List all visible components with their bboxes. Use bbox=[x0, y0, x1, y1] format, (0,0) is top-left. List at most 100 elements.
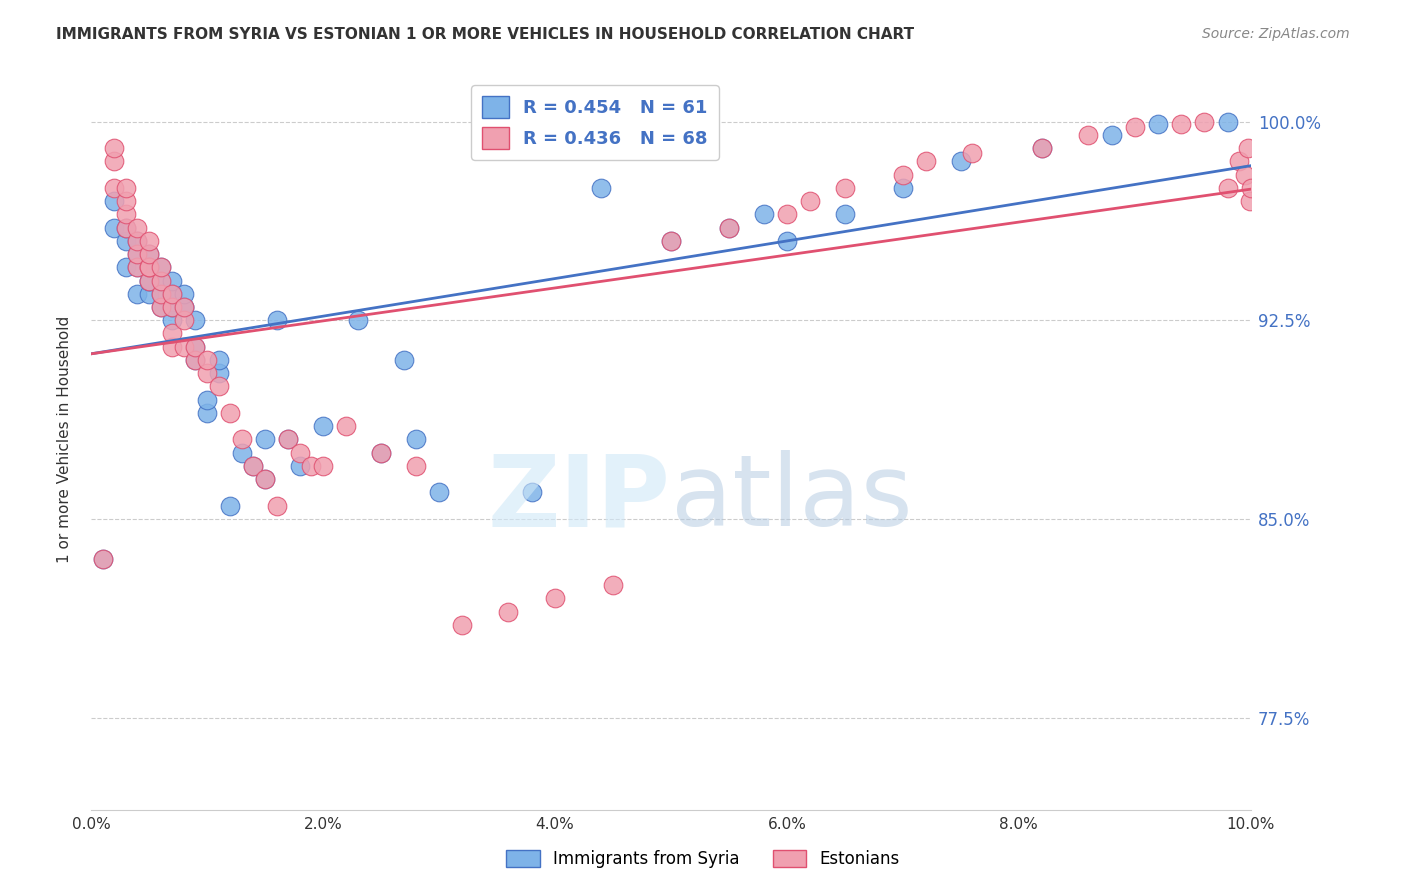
Point bbox=[184, 353, 207, 368]
Point bbox=[138, 234, 160, 248]
Point bbox=[138, 247, 160, 261]
Point bbox=[891, 180, 914, 194]
Point bbox=[103, 194, 125, 208]
Point bbox=[173, 286, 195, 301]
Point bbox=[127, 234, 149, 248]
Point bbox=[149, 300, 172, 314]
Point bbox=[520, 485, 543, 500]
Point bbox=[346, 313, 368, 327]
Point bbox=[1237, 141, 1260, 155]
Point bbox=[1031, 141, 1053, 155]
Point bbox=[138, 273, 160, 287]
Point bbox=[1216, 180, 1239, 194]
Point bbox=[127, 220, 149, 235]
Point bbox=[370, 446, 392, 460]
Point bbox=[160, 286, 183, 301]
Point bbox=[207, 366, 229, 380]
Point bbox=[834, 180, 856, 194]
Point bbox=[184, 353, 207, 368]
Point bbox=[195, 366, 218, 380]
Point bbox=[1031, 141, 1053, 155]
Point bbox=[127, 260, 149, 275]
Point bbox=[103, 180, 125, 194]
Point bbox=[242, 458, 264, 473]
Point bbox=[91, 551, 114, 566]
Point bbox=[834, 207, 856, 221]
Point bbox=[231, 446, 253, 460]
Point bbox=[127, 234, 149, 248]
Point bbox=[114, 194, 136, 208]
Point bbox=[195, 353, 218, 368]
Point bbox=[915, 154, 938, 169]
Point bbox=[776, 207, 799, 221]
Point bbox=[114, 220, 136, 235]
Point bbox=[173, 300, 195, 314]
Point bbox=[173, 300, 195, 314]
Point bbox=[253, 472, 276, 486]
Point bbox=[160, 340, 183, 354]
Point bbox=[127, 247, 149, 261]
Text: atlas: atlas bbox=[671, 450, 912, 548]
Point bbox=[219, 499, 242, 513]
Point bbox=[1077, 128, 1099, 142]
Point bbox=[1240, 180, 1263, 194]
Point bbox=[1170, 117, 1192, 131]
Point bbox=[160, 286, 183, 301]
Point bbox=[138, 260, 160, 275]
Point bbox=[91, 551, 114, 566]
Point bbox=[602, 578, 624, 592]
Point bbox=[138, 260, 160, 275]
Point bbox=[138, 286, 160, 301]
Point bbox=[335, 419, 357, 434]
Point bbox=[173, 300, 195, 314]
Point bbox=[776, 234, 799, 248]
Point bbox=[149, 273, 172, 287]
Point bbox=[184, 340, 207, 354]
Point bbox=[392, 353, 415, 368]
Point bbox=[370, 446, 392, 460]
Point bbox=[1101, 128, 1123, 142]
Point bbox=[207, 379, 229, 393]
Legend: R = 0.454   N = 61, R = 0.436   N = 68: R = 0.454 N = 61, R = 0.436 N = 68 bbox=[471, 85, 718, 160]
Point bbox=[138, 273, 160, 287]
Point bbox=[266, 313, 288, 327]
Y-axis label: 1 or more Vehicles in Household: 1 or more Vehicles in Household bbox=[58, 316, 72, 563]
Point bbox=[160, 326, 183, 341]
Text: Source: ZipAtlas.com: Source: ZipAtlas.com bbox=[1202, 27, 1350, 41]
Point bbox=[717, 220, 740, 235]
Point bbox=[207, 353, 229, 368]
Point bbox=[195, 406, 218, 420]
Point bbox=[498, 605, 520, 619]
Point bbox=[149, 260, 172, 275]
Point bbox=[891, 168, 914, 182]
Point bbox=[138, 260, 160, 275]
Point bbox=[288, 446, 311, 460]
Point bbox=[277, 433, 299, 447]
Point bbox=[1147, 117, 1170, 131]
Point bbox=[103, 141, 125, 155]
Point bbox=[405, 433, 427, 447]
Point bbox=[138, 247, 160, 261]
Point bbox=[253, 472, 276, 486]
Point bbox=[405, 458, 427, 473]
Point bbox=[312, 419, 335, 434]
Point bbox=[160, 286, 183, 301]
Point bbox=[591, 180, 613, 194]
Point bbox=[962, 146, 984, 161]
Point bbox=[427, 485, 450, 500]
Point bbox=[114, 260, 136, 275]
Point bbox=[195, 392, 218, 407]
Point bbox=[138, 273, 160, 287]
Point bbox=[231, 433, 253, 447]
Point bbox=[242, 458, 264, 473]
Point bbox=[184, 313, 207, 327]
Point bbox=[114, 220, 136, 235]
Point bbox=[149, 300, 172, 314]
Point bbox=[173, 340, 195, 354]
Text: ZIP: ZIP bbox=[488, 450, 671, 548]
Point bbox=[659, 234, 682, 248]
Point bbox=[659, 234, 682, 248]
Point bbox=[149, 273, 172, 287]
Point bbox=[752, 207, 775, 221]
Point bbox=[253, 433, 276, 447]
